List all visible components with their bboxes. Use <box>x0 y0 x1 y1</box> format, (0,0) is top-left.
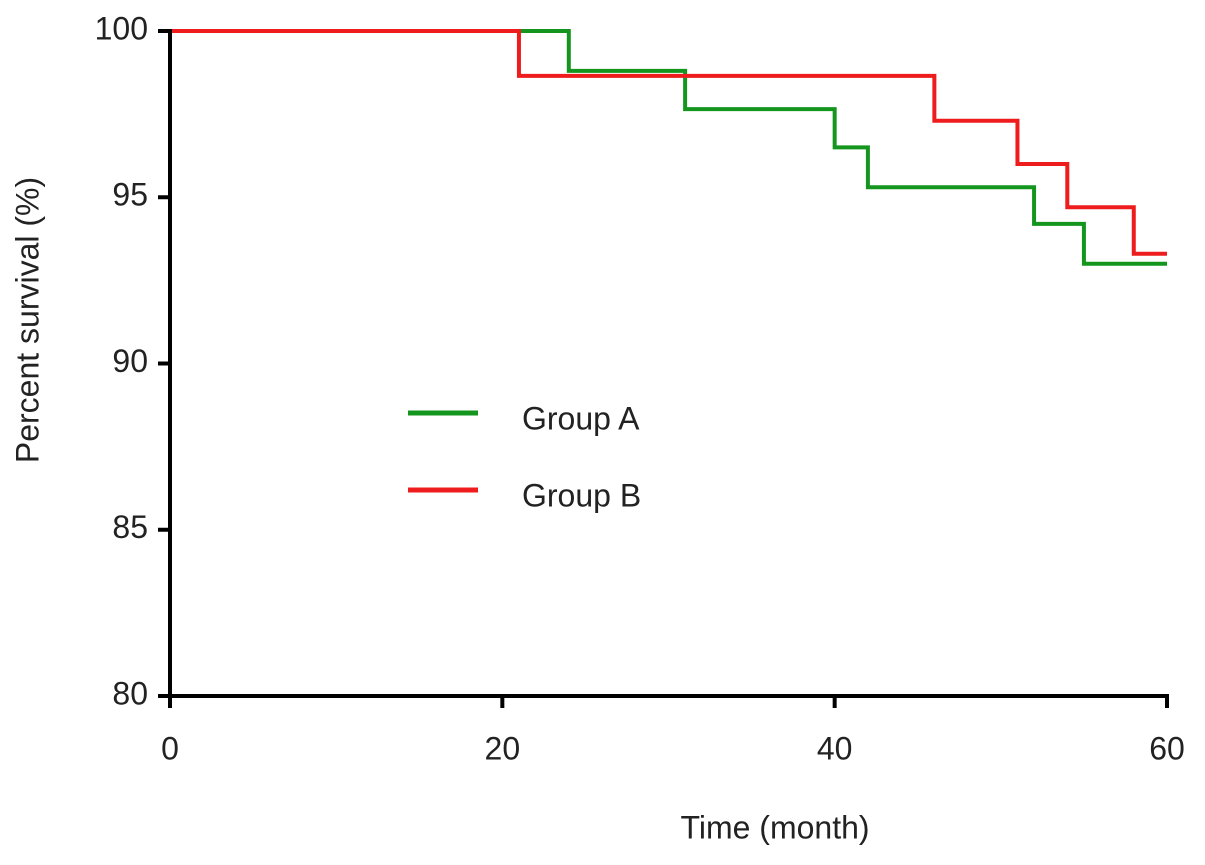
x-tick-label: 20 <box>485 730 521 766</box>
x-tick-label: 60 <box>1149 730 1185 766</box>
x-tick-label: 0 <box>161 730 179 766</box>
y-tick-label: 85 <box>112 509 148 545</box>
y-tick-label: 95 <box>112 177 148 213</box>
y-tick-label: 90 <box>112 343 148 379</box>
y-tick-label: 80 <box>112 675 148 711</box>
y-axis-label: Percent survival (%) <box>9 177 45 463</box>
legend-label: Group A <box>522 400 640 436</box>
legend-label: Group B <box>522 477 641 513</box>
x-tick-label: 40 <box>817 730 853 766</box>
y-tick-label: 100 <box>95 10 148 46</box>
survival-line <box>170 29 1167 256</box>
survival-line <box>170 29 1167 266</box>
x-axis-label: Time (month) <box>680 809 869 845</box>
